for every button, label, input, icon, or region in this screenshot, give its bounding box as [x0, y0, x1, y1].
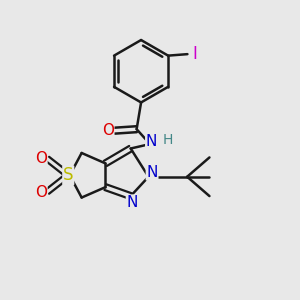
Text: O: O: [102, 123, 114, 138]
Text: H: H: [163, 134, 173, 148]
Text: I: I: [192, 45, 197, 63]
Text: S: S: [63, 166, 74, 184]
Text: O: O: [35, 151, 47, 166]
Text: N: N: [146, 134, 157, 149]
Text: N: N: [127, 195, 138, 210]
Text: O: O: [35, 185, 47, 200]
Text: N: N: [146, 165, 158, 180]
